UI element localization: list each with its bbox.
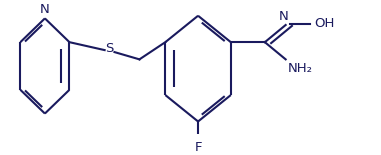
Text: OH: OH — [314, 16, 335, 29]
Text: N: N — [279, 10, 289, 23]
Text: S: S — [105, 42, 114, 55]
Text: F: F — [194, 141, 202, 154]
Text: NH₂: NH₂ — [288, 62, 312, 75]
Text: N: N — [40, 3, 50, 16]
